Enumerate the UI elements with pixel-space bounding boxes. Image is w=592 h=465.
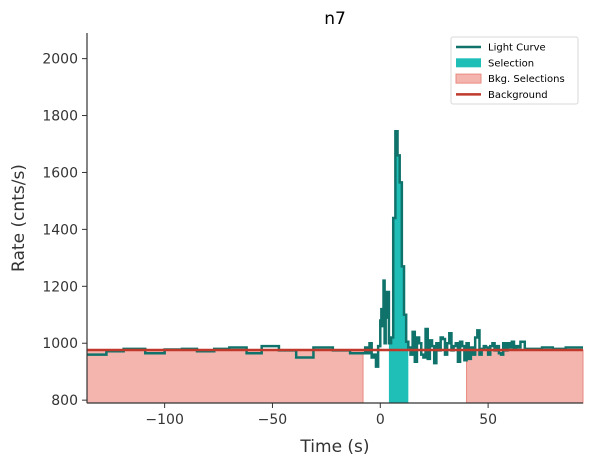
legend-label-1: Selection xyxy=(488,58,534,69)
y-tick-label: 1800 xyxy=(42,109,78,125)
y-tick-label: 2000 xyxy=(42,52,78,68)
y-tick-label: 1400 xyxy=(42,222,78,238)
y-tick-label: 1000 xyxy=(42,336,78,352)
legend: Light Curve Selection Bkg. Selections Backg… xyxy=(450,36,579,105)
bkg-selection-region-1 xyxy=(466,349,584,404)
bkg-selection-layer xyxy=(86,349,584,404)
light-curve-line xyxy=(87,129,583,368)
light-curve-layer xyxy=(87,129,583,368)
legend-label-2: Bkg. Selections xyxy=(488,74,565,85)
y-tick-label: 800 xyxy=(51,393,78,409)
legend-swatch-1 xyxy=(456,58,481,68)
x-tick-label: −50 xyxy=(258,412,288,428)
y-axis-label: Rate (cnts/s) xyxy=(9,164,29,272)
ticks-layer: −100 −50 0 50 800 1000 1200 1400 1600 1800 2000 xyxy=(42,52,497,428)
legend-swatch-2 xyxy=(455,73,482,84)
x-tick-label: 0 xyxy=(376,412,385,428)
x-axis-label: Time (s) xyxy=(299,437,369,457)
legend-box xyxy=(450,36,579,105)
axes-layer xyxy=(86,33,583,404)
x-tick-label: −100 xyxy=(145,412,183,428)
x-tick-label: 50 xyxy=(479,412,497,428)
bkg-selection-region-0 xyxy=(86,349,364,404)
y-tick-label: 1600 xyxy=(42,165,78,181)
legend-label-0: Light Curve xyxy=(488,43,546,54)
legend-label-3: Background xyxy=(488,90,548,101)
chart-title: n7 xyxy=(324,9,346,29)
y-tick-label: 1200 xyxy=(42,279,78,295)
